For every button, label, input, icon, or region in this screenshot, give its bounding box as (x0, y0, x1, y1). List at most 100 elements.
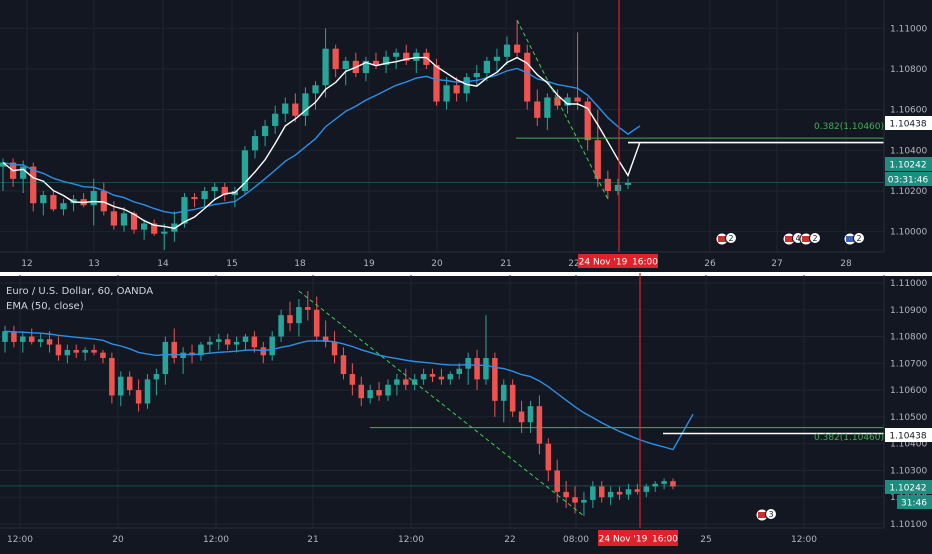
event-count-badge (765, 508, 777, 520)
event-marker[interactable]: 3 (755, 508, 777, 522)
candle-body (604, 178, 611, 191)
price-tick-label: 1.10600 (890, 106, 927, 116)
candle-body (447, 374, 454, 380)
candle-body (572, 497, 578, 503)
candle-body (251, 336, 258, 348)
candle-body (109, 357, 115, 396)
bottom-grid (0, 275, 884, 528)
candle-body (554, 97, 561, 106)
candle-body (110, 211, 118, 226)
candle-body (493, 56, 501, 61)
candle-body (153, 374, 160, 380)
candle-body (349, 374, 356, 385)
top-current-price-badge: 1.10242 03:31:46 (885, 157, 932, 186)
bottom-time-axis[interactable]: 12:00 20 12:00 21 12:00 22 08:00 25 12:00 (0, 527, 884, 545)
sma-line (2, 56, 641, 230)
time-tick-label: 13 (88, 259, 99, 269)
candle-body (313, 309, 320, 337)
candle-body (536, 406, 543, 444)
candle-body (241, 150, 249, 191)
candle-body (456, 368, 463, 375)
candle-body (211, 186, 218, 191)
event-count-badge (725, 232, 737, 244)
candle-body (394, 379, 400, 385)
candle-body (2, 331, 8, 342)
bottom-countdown-text: 31:46 (901, 499, 927, 509)
ema-line (4, 330, 694, 451)
flag-fill (802, 236, 810, 242)
event-count: 2 (812, 234, 817, 243)
legend-indicator[interactable]: EMA (50, close) (6, 301, 84, 312)
time-tick-label: 08:00 (563, 535, 589, 545)
top-economic-events[interactable]: 2 4 2 2 (715, 232, 865, 246)
candle-body (670, 481, 676, 487)
candle-body (50, 195, 57, 210)
candle-body (429, 374, 436, 377)
candle-body (162, 341, 169, 375)
flag-fill (846, 236, 854, 242)
candle-body (340, 355, 347, 375)
top-price-axis[interactable]: 1.11000 1.10800 1.10600 1.10400 1.10200 1.100… (883, 0, 927, 252)
candle-body (473, 73, 480, 78)
trend-line[interactable] (516, 19, 609, 200)
legend-title[interactable]: Euro / U.S. Dollar, 60, OANDA (6, 286, 153, 297)
time-tick-label: 21 (307, 535, 318, 545)
time-tick-label: 20 (112, 535, 124, 545)
candle-body (180, 352, 186, 358)
candle-body (332, 48, 339, 69)
event-count: 2 (856, 234, 861, 243)
candle-body (584, 101, 591, 141)
candle-body (322, 336, 329, 342)
candle-body (443, 85, 450, 102)
flag-fill (718, 236, 726, 242)
candle-body (151, 223, 158, 234)
price-tick-label: 1.10400 (890, 146, 927, 156)
candle-body (46, 339, 53, 345)
bottom-level-badge: 1.10438 (885, 428, 932, 442)
candle-body (372, 60, 380, 65)
candle-body (40, 195, 47, 204)
top-date-axis[interactable]: 12 13 14 15 18 19 20 21 22 26 27 28 (0, 251, 884, 269)
candle-body (0, 162, 7, 167)
time-tick-label: 12:00 (7, 535, 33, 545)
candle-body (544, 97, 551, 118)
ema-line (2, 67, 641, 215)
candle-body (302, 93, 309, 116)
candle-body (126, 376, 133, 391)
candle-body (100, 352, 106, 358)
candle-body (358, 384, 365, 399)
candle-body (269, 336, 275, 356)
candle-body (90, 191, 97, 206)
price-tick-label: 1.10800 (890, 65, 927, 75)
time-tick-label: 22 (504, 535, 515, 545)
pane-separator[interactable] (0, 272, 932, 276)
bottom-economic-events[interactable]: 3 (755, 508, 777, 522)
candle-body (581, 499, 587, 503)
candle-body (233, 341, 240, 345)
event-marker[interactable]: 2 (715, 232, 737, 246)
candle-body (28, 336, 35, 342)
candle-body (483, 60, 490, 74)
candle-body (181, 197, 188, 224)
candle-body (242, 336, 249, 342)
bottom-chart-pane[interactable]: 1.11000 1.10900 1.10800 1.10700 1.10600 1.105… (0, 273, 932, 546)
event-marker[interactable]: 2 (799, 232, 821, 246)
candle-body (30, 166, 37, 204)
top-grid (0, 0, 884, 252)
candle-body (513, 44, 521, 53)
candle-body (624, 182, 632, 185)
trend-line[interactable] (298, 290, 585, 517)
candle-body (643, 486, 650, 492)
candle-body (60, 203, 67, 210)
candle-body (201, 191, 208, 200)
event-count: 3 (768, 510, 773, 519)
time-tick-label: 12:00 (203, 535, 229, 545)
top-chart-pane[interactable]: 1.11000 1.10800 1.10600 1.10400 1.10200 1.100… (0, 0, 932, 269)
bottom-crosshair-date-badge: 24 Nov '19 16:00 (598, 530, 678, 546)
candle-body (661, 481, 667, 484)
event-marker[interactable]: 2 (843, 232, 865, 246)
candle-body (144, 379, 151, 404)
candle-body (465, 357, 471, 369)
